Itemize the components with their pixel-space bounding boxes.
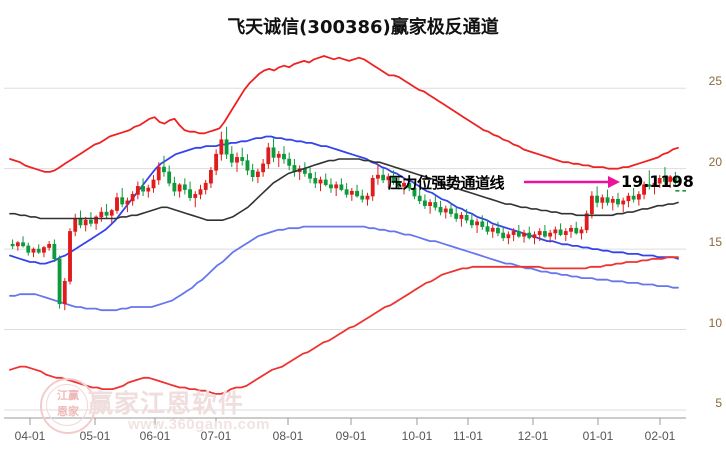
y-axis-tick-label: 20 bbox=[708, 154, 722, 169]
x-axis-tick-label: 04-01 bbox=[14, 429, 46, 443]
x-axis-tick-label: 11-01 bbox=[453, 429, 483, 443]
x-axis-tick-label: 12-01 bbox=[517, 429, 549, 443]
x-axis-tick-label: 02-01 bbox=[644, 429, 676, 443]
x-axis-tick-label: 08-01 bbox=[272, 429, 304, 443]
y-axis-tick-label: 15 bbox=[708, 235, 722, 250]
channel-bands bbox=[9, 55, 679, 395]
x-axis-tick-label: 01-01 bbox=[582, 429, 614, 443]
y-axis-tick-label: 10 bbox=[708, 315, 722, 330]
x-axis-tick-label: 05-01 bbox=[79, 429, 111, 443]
gridlines bbox=[4, 87, 686, 411]
y-axis-tick-label: 25 bbox=[708, 74, 722, 89]
x-axis-tick-label: 09-01 bbox=[335, 429, 367, 443]
pressure-line-annotation: 压力位强势通道线 bbox=[388, 174, 505, 192]
y-axis-tick-label: 5 bbox=[715, 396, 722, 410]
page-title: 飞天诚信(300386)赢家极反通道 bbox=[227, 17, 499, 38]
x-axis-ticks bbox=[29, 418, 661, 425]
x-axis-tick-label: 07-01 bbox=[200, 429, 232, 443]
x-axis-tick-label: 10-01 bbox=[401, 429, 433, 443]
annotation-arrow bbox=[524, 176, 620, 188]
x-axis-tick-label: 06-01 bbox=[139, 429, 171, 443]
moving-average-line bbox=[9, 158, 679, 221]
candlestick-series bbox=[10, 126, 678, 311]
last-price-label: 19.1198 bbox=[621, 172, 694, 191]
